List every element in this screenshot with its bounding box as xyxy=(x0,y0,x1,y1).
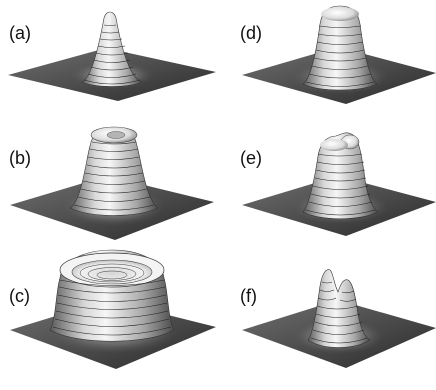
panel-b: (b) xyxy=(9,126,214,240)
contours-a xyxy=(83,24,141,85)
panel-label-a: (a) xyxy=(9,23,31,43)
contours-b xyxy=(73,141,155,211)
panel-d: (d) xyxy=(240,5,436,104)
panel-label-b: (b) xyxy=(9,148,31,168)
panel-label-e: (e) xyxy=(240,148,262,168)
contours-c xyxy=(52,279,172,336)
panel-a: (a) xyxy=(8,11,216,101)
contours-f xyxy=(310,281,368,344)
crater-contours xyxy=(79,263,145,283)
surface-f xyxy=(307,269,371,348)
panel-label-c: (c) xyxy=(9,286,30,306)
top-dip xyxy=(106,131,126,139)
surface-a xyxy=(81,11,143,87)
panel-label-d: (d) xyxy=(240,23,262,43)
panel-e: (e) xyxy=(240,132,436,236)
panel-c: (c) xyxy=(9,249,216,369)
top-cap xyxy=(320,139,348,151)
top-cap xyxy=(321,7,359,21)
panel-label-f: (f) xyxy=(240,286,257,306)
panel-f: (f) xyxy=(240,269,436,368)
contours-d xyxy=(305,25,375,87)
contours-e xyxy=(305,153,376,216)
